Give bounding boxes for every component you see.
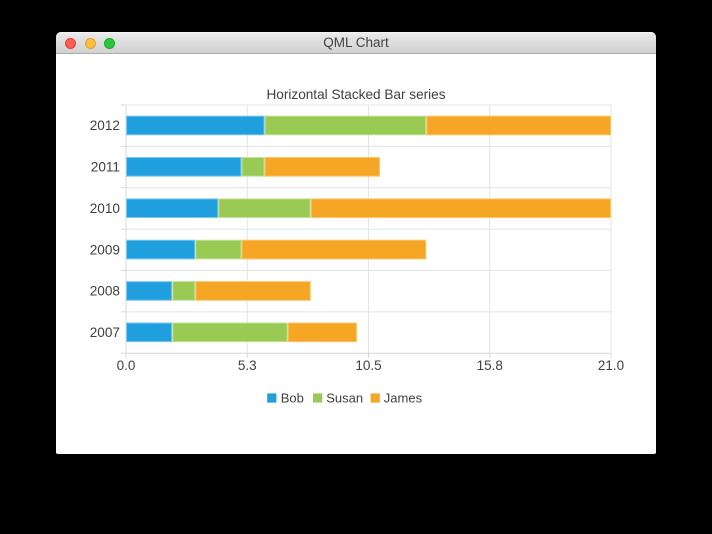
svg-text:5.3: 5.3 (238, 358, 257, 373)
svg-text:10.5: 10.5 (355, 358, 381, 373)
svg-text:2008: 2008 (90, 283, 120, 298)
svg-text:0.0: 0.0 (117, 358, 136, 373)
svg-text:Horizontal Stacked Bar series: Horizontal Stacked Bar series (266, 87, 445, 102)
svg-text:Susan: Susan (326, 390, 363, 405)
svg-text:2011: 2011 (91, 159, 120, 174)
svg-text:2010: 2010 (90, 200, 121, 215)
svg-text:15.8: 15.8 (477, 358, 503, 373)
svg-text:2007: 2007 (90, 325, 120, 340)
svg-text:21.0: 21.0 (598, 358, 624, 373)
svg-text:2012: 2012 (90, 118, 120, 133)
svg-text:Bob: Bob (281, 390, 304, 405)
svg-text:James: James (384, 390, 423, 405)
svg-text:2009: 2009 (90, 242, 120, 257)
